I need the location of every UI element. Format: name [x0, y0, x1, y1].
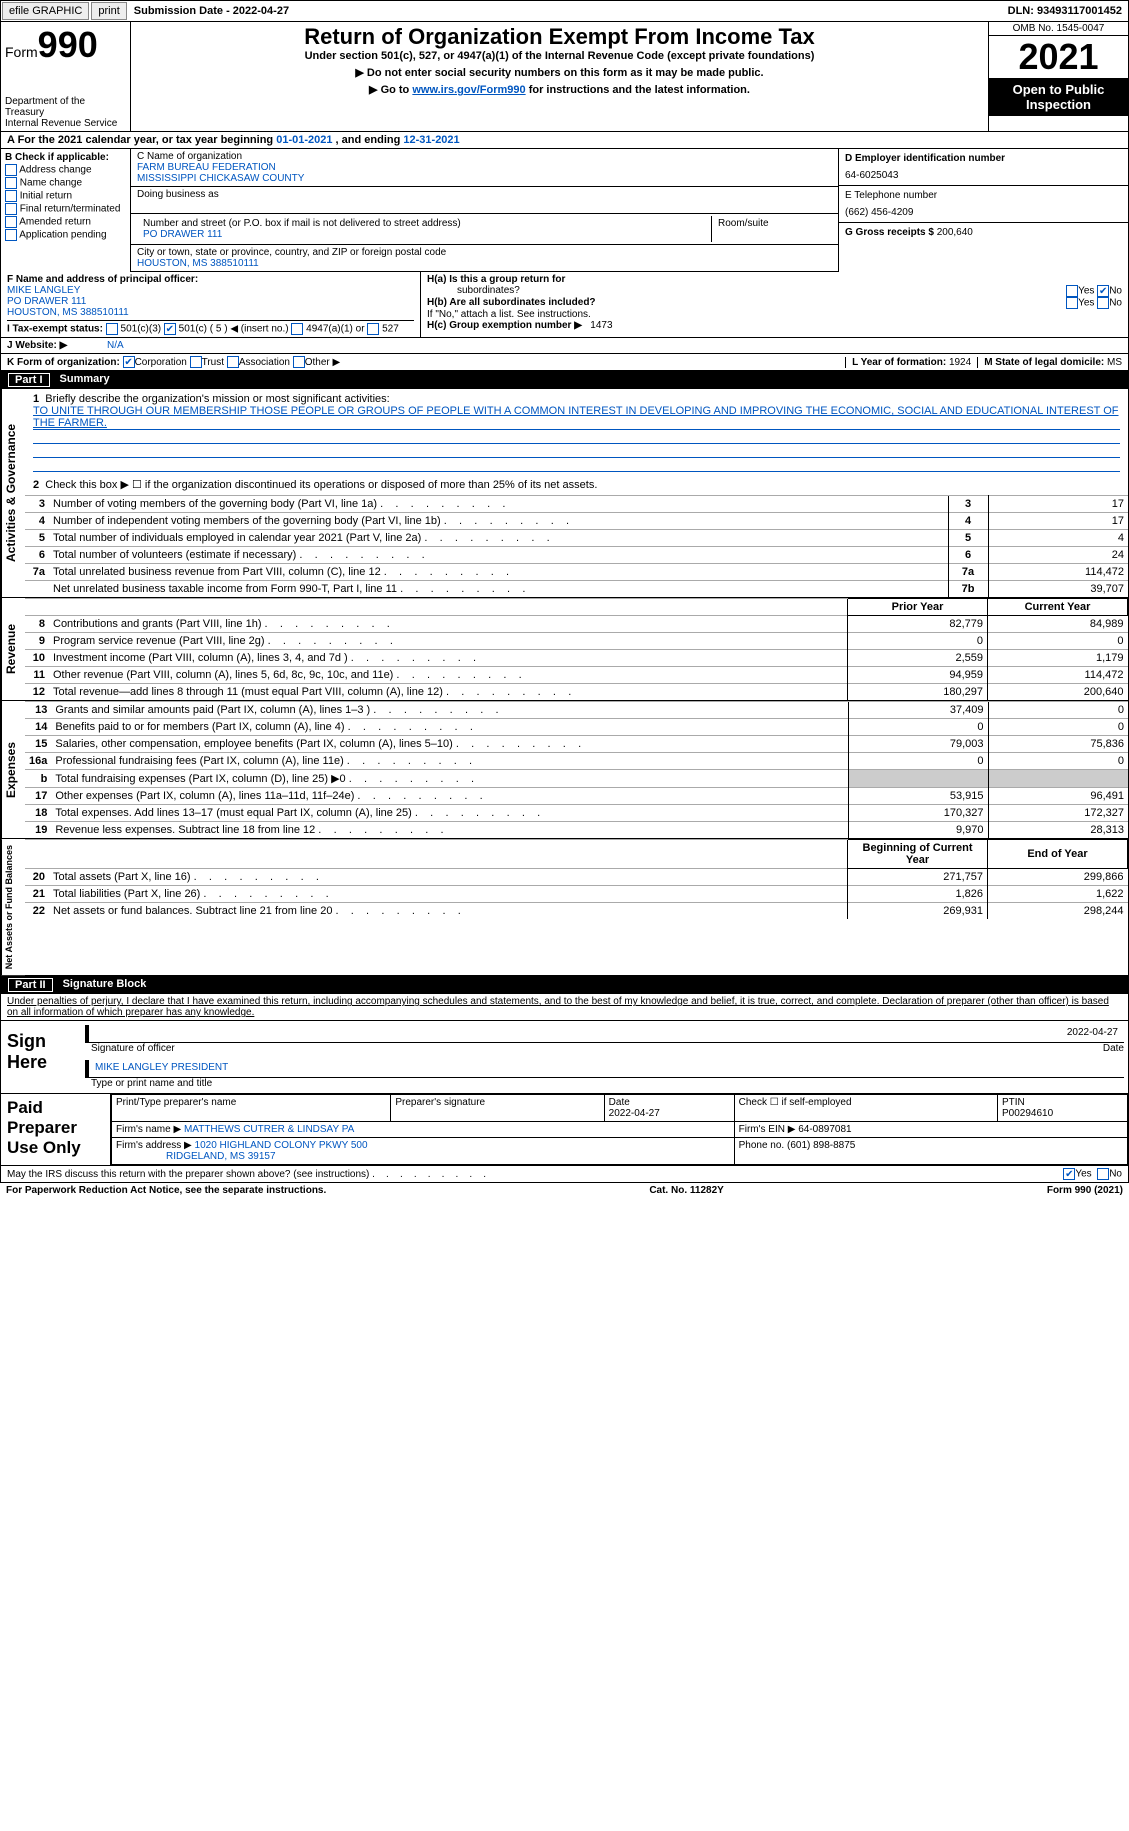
firm-addr: 1020 HIGHLAND COLONY PKWY 500 [195, 1140, 368, 1151]
firm-name: MATTHEWS CUTRER & LINDSAY PA [184, 1124, 354, 1135]
officer-name-title: MIKE LANGLEY PRESIDENT [95, 1062, 228, 1075]
sign-here: Sign Here 2022-04-27 Signature of office… [0, 1021, 1129, 1094]
cb-501c[interactable] [164, 323, 176, 335]
discuss-yes[interactable] [1063, 1168, 1075, 1180]
row-a-tax-year: A For the 2021 calendar year, or tax yea… [0, 132, 1129, 149]
form-subtitle-1: Under section 501(c), 527, or 4947(a)(1)… [135, 50, 984, 62]
group-exemption: 1473 [590, 320, 612, 331]
paid-preparer: Paid Preparer Use Only Print/Type prepar… [0, 1094, 1129, 1166]
table-revenue: Prior YearCurrent Year 8Contributions an… [25, 598, 1128, 700]
ptin: P00294610 [1002, 1108, 1053, 1119]
form-subtitle-3: ▶ Go to www.irs.gov/Form990 for instruct… [135, 83, 984, 96]
org-name-2: MISSISSIPPI CHICKASAW COUNTY [137, 173, 832, 184]
form-header: Form990 Department of the Treasury Inter… [0, 22, 1129, 132]
section-revenue: Revenue Prior YearCurrent Year 8Contribu… [0, 598, 1129, 701]
col-de: D Employer identification number64-60250… [838, 149, 1128, 272]
gross-receipts: 200,640 [937, 227, 973, 238]
part1-header: Part I Summary [0, 371, 1129, 389]
cb-other[interactable] [293, 356, 305, 368]
cb-501c3[interactable] [106, 323, 118, 335]
website: N/A [107, 340, 124, 351]
section-bcde: B Check if applicable: Address change Na… [0, 149, 1129, 272]
discuss-row: May the IRS discuss this return with the… [0, 1166, 1129, 1183]
officer-name: MIKE LANGLEY [7, 285, 414, 296]
org-city: HOUSTON, MS 388510111 [137, 258, 832, 269]
submission-date: Submission Date - 2022-04-27 [128, 3, 295, 19]
cb-final[interactable]: Final return/terminated [5, 203, 126, 215]
efile-label: efile GRAPHIC [2, 2, 89, 20]
omb-number: OMB No. 1545-0047 [989, 22, 1128, 36]
mission-text: TO UNITE THROUGH OUR MEMBERSHIP THOSE PE… [33, 405, 1120, 430]
print-button[interactable]: print [91, 2, 126, 20]
section-activities: Activities & Governance 1 Briefly descri… [0, 389, 1129, 598]
ein: 64-6025043 [845, 170, 1122, 181]
part2-header: Part II Signature Block [0, 976, 1129, 994]
ha-no[interactable] [1097, 285, 1109, 297]
cb-4947[interactable] [291, 323, 303, 335]
instructions-link[interactable]: www.irs.gov/Form990 [412, 84, 525, 96]
form-subtitle-2: ▶ Do not enter social security numbers o… [135, 66, 984, 79]
cb-address[interactable]: Address change [5, 164, 126, 176]
cb-assoc[interactable] [227, 356, 239, 368]
cb-trust[interactable] [190, 356, 202, 368]
org-name-1: FARM BUREAU FEDERATION [137, 162, 832, 173]
section-expenses: Expenses 13Grants and similar amounts pa… [0, 701, 1129, 839]
row-j-website: J Website: ▶ N/A [0, 338, 1129, 354]
firm-ein: 64-0897081 [798, 1124, 851, 1135]
perjury-decl: Under penalties of perjury, I declare th… [0, 994, 1129, 1021]
form-title: Return of Organization Exempt From Incom… [135, 24, 984, 50]
form-number: Form990 [5, 24, 126, 66]
phone: (662) 456-4209 [845, 207, 1122, 218]
year-formation: 1924 [949, 357, 971, 368]
col-c-org: C Name of organization FARM BUREAU FEDER… [131, 149, 838, 272]
cb-initial[interactable]: Initial return [5, 190, 126, 202]
hb-yes[interactable] [1066, 297, 1078, 309]
cb-corp[interactable] [123, 356, 135, 368]
dept-label: Department of the Treasury [5, 96, 126, 118]
sign-date: 2022-04-27 [1067, 1027, 1118, 1040]
row-fh: F Name and address of principal officer:… [0, 272, 1129, 338]
irs-label: Internal Revenue Service [5, 118, 126, 129]
row-klm: K Form of organization: Corporation Trus… [0, 354, 1129, 371]
ha-yes[interactable] [1066, 285, 1078, 297]
cb-name[interactable]: Name change [5, 177, 126, 189]
firm-phone: (601) 898-8875 [787, 1140, 855, 1151]
section-netassets: Net Assets or Fund Balances Beginning of… [0, 839, 1129, 976]
state-domicile: MS [1107, 357, 1122, 368]
cb-527[interactable] [367, 323, 379, 335]
col-b-checkboxes: B Check if applicable: Address change Na… [1, 149, 131, 272]
discuss-no[interactable] [1097, 1168, 1109, 1180]
page-footer: For Paperwork Reduction Act Notice, see … [0, 1183, 1129, 1198]
table-expenses: 13Grants and similar amounts paid (Part … [25, 701, 1128, 838]
table-activities: 3Number of voting members of the governi… [25, 495, 1128, 597]
cb-amended[interactable]: Amended return [5, 216, 126, 228]
dln: DLN: 93493117001452 [1002, 3, 1128, 19]
hb-no[interactable] [1097, 297, 1109, 309]
org-addr: PO DRAWER 111 [143, 229, 705, 240]
table-netassets: Beginning of Current YearEnd of Year 20T… [25, 839, 1128, 919]
topbar: efile GRAPHIC print Submission Date - 20… [0, 0, 1129, 22]
tax-year: 2021 [989, 36, 1128, 78]
open-to-public: Open to Public Inspection [989, 78, 1128, 116]
cb-pending[interactable]: Application pending [5, 229, 126, 241]
